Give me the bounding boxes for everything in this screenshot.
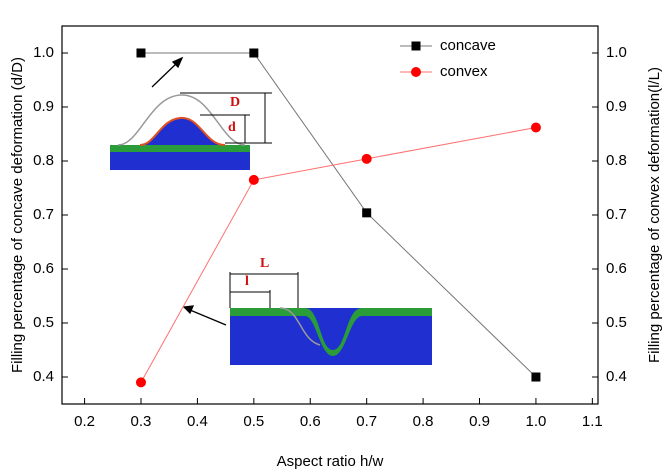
y2-axis-label: Filling percentage of convex deformation… <box>646 67 663 363</box>
marker <box>136 49 145 58</box>
annotation: D <box>230 95 240 110</box>
x-tick-label: 0.5 <box>243 413 264 430</box>
legend-marker <box>411 67 421 77</box>
marker <box>531 373 540 382</box>
legend-label: convex <box>440 63 488 80</box>
marker <box>362 154 372 164</box>
marker <box>136 377 146 387</box>
y-tick-label: 0.9 <box>33 98 54 115</box>
marker <box>249 49 258 58</box>
x-tick-label: 0.6 <box>300 413 321 430</box>
marker <box>531 123 541 133</box>
y-tick-label: 0.6 <box>606 260 627 277</box>
y-tick-label: 0.8 <box>33 152 54 169</box>
y-tick-label: 0.4 <box>606 368 627 385</box>
y-tick-label: 0.9 <box>606 98 627 115</box>
y-tick-label: 0.7 <box>33 206 54 223</box>
y-tick-label: 0.4 <box>33 368 54 385</box>
inset-convex <box>230 272 432 365</box>
x-tick-label: 0.9 <box>469 413 490 430</box>
marker <box>362 208 371 217</box>
x-axis-label: Aspect ratio h/w <box>277 453 384 470</box>
arrows <box>152 58 226 325</box>
x-tick-label: 0.4 <box>187 413 208 430</box>
chart: D d L l Aspect ratio h/w Filling percent… <box>0 0 668 472</box>
y-tick-label: 0.8 <box>606 152 627 169</box>
y-axis-label: Filling percentage of concave deformatio… <box>9 57 26 373</box>
x-tick-label: 1.1 <box>582 413 603 430</box>
x-tick-label: 0.2 <box>74 413 95 430</box>
legend-label: concave <box>440 37 496 54</box>
x-tick-label: 0.8 <box>413 413 434 430</box>
legend-marker <box>412 42 421 51</box>
annotation: L <box>260 256 269 271</box>
x-tick-label: 0.7 <box>356 413 377 430</box>
y-tick-label: 0.6 <box>33 260 54 277</box>
y-tick-label: 0.5 <box>606 314 627 331</box>
inset-concave <box>110 93 272 170</box>
y-tick-label: 1.0 <box>33 44 54 61</box>
y-tick-label: 0.7 <box>606 206 627 223</box>
marker <box>249 175 259 185</box>
x-tick-label: 1.0 <box>526 413 547 430</box>
annotation: d <box>228 120 236 135</box>
x-tick-label: 0.3 <box>131 413 152 430</box>
annotation: l <box>245 274 249 289</box>
y-tick-label: 0.5 <box>33 314 54 331</box>
y-tick-label: 1.0 <box>606 44 627 61</box>
